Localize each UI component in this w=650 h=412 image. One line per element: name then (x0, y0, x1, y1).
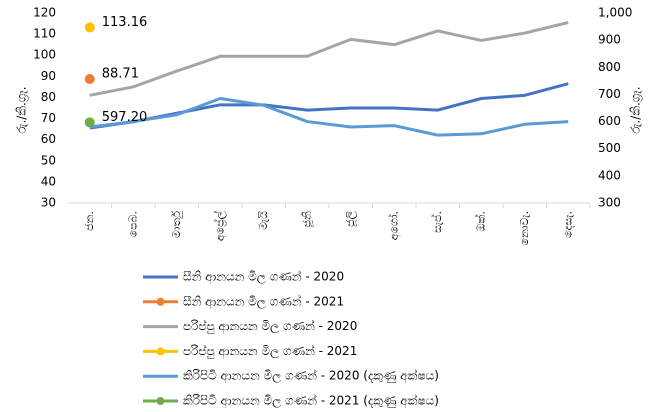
x-tick-label: මැයි (257, 211, 270, 230)
y-tick-label: 50 (41, 153, 56, 167)
y-axis-label: රු./කි.ග්‍රෑ. (15, 86, 29, 133)
point (84, 22, 95, 33)
series-line (89, 82, 569, 130)
y-tick-label: 100 (33, 48, 56, 62)
y2-tick-label: 600 (598, 114, 621, 128)
x-tick-label: ඔක්. (473, 211, 487, 232)
x-tick-label: දෙසැ. (561, 211, 574, 238)
y2-axis-label: රු./කි.ග්‍රෑ. (629, 86, 643, 133)
y2-tick-label: 400 (598, 168, 621, 182)
legend-label: සීනි ආනයන මිල ගණන් - 2021 (183, 294, 344, 309)
legend-label: සීනි ආනයන මිල ගණන් - 2020 (183, 269, 344, 284)
legend-label: පරිප්පු ආනයන මිල ගණන් - 2020 (183, 319, 357, 334)
x-tick-label: අප්‍රේල් (212, 210, 227, 241)
y-tick-label: 80 (41, 90, 56, 104)
legend-marker (156, 347, 165, 356)
y2-tick-label: 900 (598, 33, 621, 47)
point (84, 117, 95, 128)
legend-marker (156, 297, 165, 306)
x-tick-label: පෙබ. (126, 211, 139, 237)
y-tick-label: 120 (33, 6, 56, 20)
y-tick-label: 70 (41, 111, 56, 125)
data-label: 88.71 (102, 67, 139, 82)
legend-label: කිරිපිටි ආනයන මිල ගණන් - 2021 (දකුණු අක්… (183, 393, 439, 408)
y-tick-label: 60 (41, 132, 56, 146)
x-tick-label: නොවැ. (518, 211, 531, 246)
legend-label: කිරිපිටි ආනයන මිල ගණන් - 2020 (දකුණු අක්… (183, 369, 439, 384)
y2-tick-label: 500 (598, 141, 621, 155)
y2-tick-label: 700 (598, 87, 621, 101)
y2-tick-label: 800 (598, 60, 621, 74)
legend-marker (156, 397, 165, 405)
y-tick-label: 40 (41, 174, 56, 188)
series-line (89, 21, 569, 97)
x-tick-label: ජන. (83, 211, 96, 231)
x-tick-label: අගෝ. (386, 211, 401, 240)
y-tick-label: 30 (41, 196, 56, 210)
x-tick-label: ජූනි (300, 211, 313, 228)
x-tick-label: සැප්. (430, 211, 444, 233)
x-tick-label: ජූලි (344, 210, 358, 227)
x-tick-label: මාර්තු (170, 211, 183, 238)
series-line (89, 97, 569, 137)
legend-label: පරිප්පු ආනයන මිල ගණන් - 2021 (183, 344, 357, 359)
y-tick-label: 110 (33, 27, 56, 41)
data-label: 113.16 (102, 15, 148, 30)
y-tick-label: 90 (41, 69, 56, 83)
y2-tick-label: 1,000 (598, 6, 632, 20)
point (84, 74, 95, 85)
data-label: 597.20 (102, 110, 148, 125)
y2-tick-label: 300 (598, 196, 621, 210)
